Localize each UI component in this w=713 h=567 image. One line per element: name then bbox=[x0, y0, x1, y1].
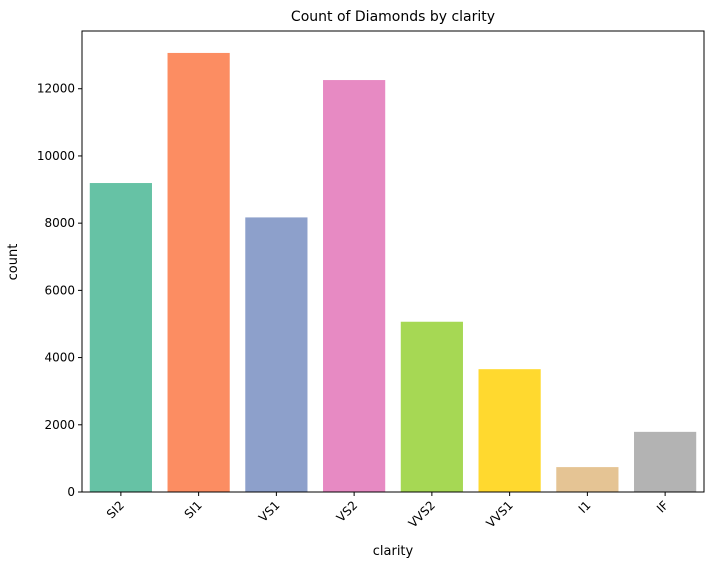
y-tick-label: 10000 bbox=[37, 149, 75, 163]
x-axis-ticks: SI2 SI1 VS1 VS2 VVS2 VVS1 I1 IF bbox=[104, 492, 671, 531]
bar-i1 bbox=[556, 467, 619, 492]
x-tick-label: I1 bbox=[576, 498, 594, 516]
plot-frame bbox=[81, 30, 705, 493]
y-tick-label: 12000 bbox=[37, 82, 75, 96]
bar-vvs1 bbox=[478, 369, 541, 492]
x-axis-label: clarity bbox=[373, 544, 414, 559]
bar-si2 bbox=[89, 183, 152, 492]
bar-si1 bbox=[167, 52, 230, 492]
y-tick-label: 6000 bbox=[44, 283, 75, 297]
chart-title: Count of Diamonds by clarity bbox=[291, 9, 495, 25]
y-axis-label: count bbox=[6, 244, 21, 281]
bar-vvs2 bbox=[400, 321, 463, 492]
y-axis-ticks: 0 2000 4000 6000 8000 10000 12000 bbox=[37, 82, 82, 499]
x-tick-label: VVS2 bbox=[406, 498, 438, 530]
y-tick-label: 0 bbox=[67, 485, 75, 499]
x-tick-label: IF bbox=[654, 498, 671, 515]
bar-if bbox=[634, 431, 697, 492]
x-tick-label: VS1 bbox=[256, 498, 282, 524]
bar-vs2 bbox=[323, 80, 386, 492]
y-tick-label: 8000 bbox=[44, 216, 75, 230]
x-tick-label: VS2 bbox=[334, 498, 360, 524]
x-tick-label: SI2 bbox=[104, 498, 127, 521]
x-tick-label: SI1 bbox=[182, 498, 205, 521]
x-tick-label: VVS1 bbox=[483, 498, 515, 530]
y-tick-label: 4000 bbox=[44, 351, 75, 365]
bar-vs1 bbox=[245, 217, 308, 492]
y-tick-label: 2000 bbox=[44, 418, 75, 432]
bars-group bbox=[89, 52, 697, 492]
